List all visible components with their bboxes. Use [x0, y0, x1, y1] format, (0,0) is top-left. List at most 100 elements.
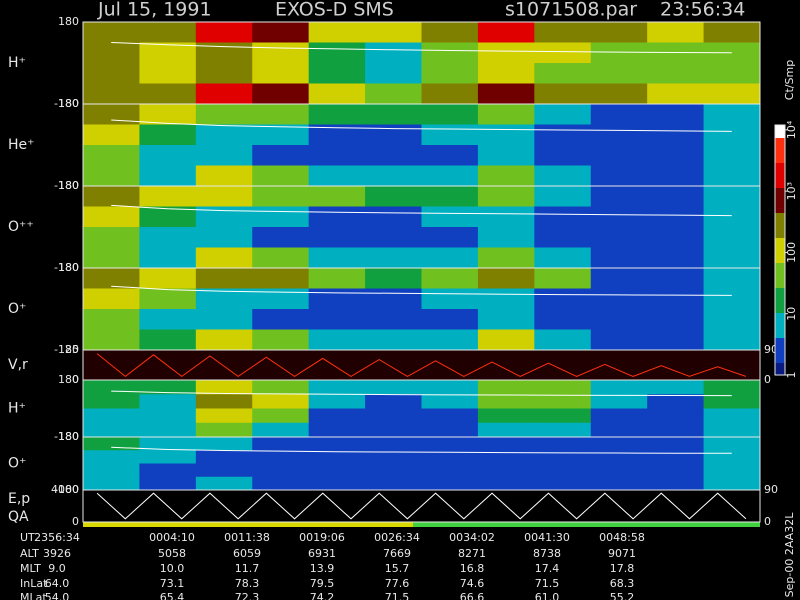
y-tick-label: 25 — [65, 343, 79, 356]
colorbar-tick-label: 10⁴ — [785, 120, 798, 139]
heatmap-cell — [83, 463, 140, 478]
heatmap-cell — [252, 288, 310, 310]
cell: 9.0 — [48, 562, 66, 575]
heatmap-cell — [703, 22, 761, 43]
heatmap-cell — [534, 206, 592, 228]
heatmap-cell — [365, 63, 422, 84]
heatmap-cell — [703, 422, 761, 438]
colorbar-step — [775, 370, 785, 376]
heatmap-cell — [252, 422, 310, 438]
heatmap-cell — [647, 380, 705, 395]
cell: 0004:10 — [149, 531, 195, 544]
cell: 6931 — [308, 547, 336, 560]
heatmap-cell — [647, 422, 705, 438]
heatmap-cell — [83, 83, 140, 105]
cell: 77.6 — [385, 577, 410, 590]
heatmap-cell — [308, 247, 366, 269]
heatmap-cell — [421, 380, 479, 395]
heatmap-cell — [421, 329, 479, 351]
heatmap-cell — [590, 329, 648, 351]
heatmap-cell — [308, 22, 366, 43]
heatmap-cell — [477, 186, 535, 207]
heatmap-cell — [534, 329, 592, 351]
colorbar-step — [775, 191, 785, 197]
colorbar-tick-label: 100 — [785, 242, 798, 263]
cell: 71.5 — [535, 577, 560, 590]
heatmap-cell — [195, 380, 253, 395]
heatmap-cell — [477, 329, 535, 351]
cell: 7669 — [383, 547, 411, 560]
colorbar-step — [775, 304, 785, 309]
heatmap-cell — [477, 268, 535, 289]
heatmap-cell — [590, 104, 648, 125]
colorbar-step — [775, 279, 785, 284]
heatmap-cell — [421, 22, 479, 43]
heatmap-cell — [534, 288, 592, 310]
colorbar-step — [775, 308, 785, 313]
heatmap-cell — [703, 394, 761, 409]
heatmap-cell — [534, 408, 592, 424]
line — [96, 353, 747, 378]
cell: 3926 — [43, 547, 71, 560]
y-tick-label: 180 — [58, 179, 79, 192]
heatmap-cell — [703, 186, 761, 207]
heatmap-cell — [477, 206, 535, 228]
heatmap-cell — [647, 124, 705, 146]
heatmap-cell — [365, 309, 422, 330]
heatmap-cell — [252, 268, 310, 289]
heatmap-cell — [365, 329, 422, 351]
heatmap-cell — [365, 124, 422, 146]
colorbar-step — [775, 312, 785, 318]
cell: 79.5 — [310, 577, 335, 590]
heatmap-cell — [308, 329, 366, 351]
heatmap-cell — [647, 463, 705, 478]
colorbar-step — [775, 129, 785, 134]
heatmap-cell — [647, 309, 705, 330]
heatmap-cell — [534, 104, 592, 125]
heatmap-cell — [365, 186, 422, 207]
heatmap-cell — [139, 309, 197, 330]
cell: 74.6 — [460, 577, 485, 590]
heatmap-cell — [139, 247, 197, 269]
cell: 0019:06 — [299, 531, 345, 544]
heatmap-cell — [590, 309, 648, 330]
cell: 61.0 — [535, 591, 560, 600]
heatmap-cell — [252, 450, 310, 464]
colorbar-step — [775, 316, 785, 322]
heatmap-cell — [534, 22, 592, 43]
heatmap-cell — [83, 408, 140, 424]
date: Jul 15, 1991 — [97, 0, 212, 21]
heatmap-cell — [703, 165, 761, 187]
heatmap-cell — [703, 104, 761, 125]
heatmap-cell — [590, 63, 648, 84]
stamp: Sep-00 2AA32L — [783, 512, 796, 598]
heatmap-cell — [421, 247, 479, 269]
heatmap-cell — [252, 476, 310, 491]
colorbar-step — [775, 329, 785, 334]
heatmap-cell — [195, 394, 253, 409]
colorbar-step — [775, 229, 785, 234]
colorbar-step — [775, 283, 785, 288]
cell: 10.0 — [160, 562, 185, 575]
colorbar-step — [775, 245, 785, 251]
heatmap-cell — [647, 227, 705, 248]
heatmap-cell — [534, 309, 592, 330]
cell: 54.0 — [45, 591, 70, 600]
colorbar-step — [775, 166, 785, 172]
heatmap-cell — [83, 247, 140, 269]
cell: 72.3 — [235, 591, 260, 600]
heatmap-cell — [477, 22, 535, 43]
heatmap-cell — [421, 63, 479, 84]
heatmap-cell — [590, 288, 648, 310]
colorbar-step — [775, 183, 785, 188]
heatmap-cell — [83, 437, 140, 451]
heatmap-cell — [647, 329, 705, 351]
line — [96, 492, 747, 520]
heatmap-cell — [139, 380, 197, 395]
heatmap-cell — [252, 124, 310, 146]
colorbar-step — [775, 354, 785, 359]
cell: 17.8 — [610, 562, 635, 575]
heatmap-cell — [647, 288, 705, 310]
heatmap-cell — [534, 83, 592, 105]
heatmap-cell — [421, 394, 479, 409]
